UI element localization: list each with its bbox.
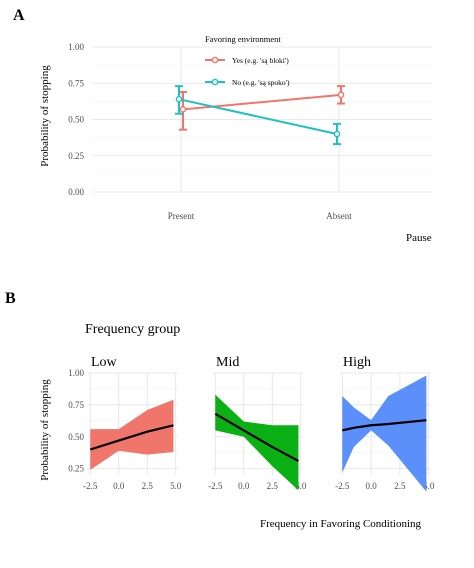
facet-title: Low — [91, 355, 118, 370]
panel-b-x-axis-title: Frequency in Favoring Conditioning — [260, 518, 422, 530]
legend-entry: No (e.g. 'są spoko') — [232, 78, 290, 87]
x-tick-label: 2.5 — [394, 481, 406, 491]
x-tick-label: 0.0 — [365, 481, 377, 491]
facet-mid: Mid -2.5 0.0 2.5 5.0 — [208, 355, 307, 491]
x-tick-label: 0.0 — [113, 481, 125, 491]
panel-b-facets: Low 0.25 0.50 0.75 1.00 -2.5 0.0 2.5 5.0 Mid -2.5 0… — [68, 355, 435, 492]
x-tick-label: 5.0 — [170, 481, 182, 491]
data-point — [179, 106, 187, 113]
x-tick-label: 5.0 — [295, 481, 307, 491]
panel-a-label: A — [13, 7, 25, 24]
series-line — [178, 98, 338, 135]
panel-b-label: B — [5, 290, 16, 307]
x-tick-label: -2.5 — [83, 481, 98, 491]
x-tick-label: -2.5 — [208, 481, 223, 491]
legend-swatch-point — [211, 78, 219, 86]
series-line — [182, 93, 342, 111]
confidence-band — [90, 399, 174, 470]
y-tick-label: 0.75 — [68, 78, 84, 88]
x-tick-label: 5.0 — [423, 481, 435, 491]
y-tick-label: 0.25 — [68, 464, 84, 474]
facet-high: High -2.5 0.0 2.5 5.0 — [335, 355, 435, 492]
facet-title: High — [343, 355, 371, 370]
x-tick-label: -2.5 — [335, 481, 350, 491]
confidence-band — [342, 375, 427, 492]
y-tick-label: 0.75 — [68, 400, 84, 410]
y-tick-label: 1.00 — [68, 42, 84, 52]
facet-low: Low 0.25 0.50 0.75 1.00 -2.5 0.0 2.5 5.0 — [68, 355, 182, 491]
y-tick-label: 0.00 — [68, 187, 84, 197]
data-point — [337, 91, 345, 99]
legend-title: Favoring environment — [205, 34, 281, 44]
panel-a-y-axis-title: Probability of stopping — [39, 65, 51, 167]
panel-a-plot-area: 0.00 0.25 0.50 0.75 1.00 Present Absent — [68, 42, 432, 221]
fit-line — [342, 419, 427, 432]
fit-line — [89, 424, 174, 451]
x-tick-label: 2.5 — [142, 481, 154, 491]
y-tick-label: 0.25 — [68, 151, 84, 161]
panel-b-y-axis-title: Probability of stopping — [39, 379, 51, 481]
y-tick-label: 0.50 — [68, 432, 84, 442]
legend-swatch-point — [211, 56, 219, 64]
x-tick-label: Present — [168, 211, 195, 221]
x-tick-label: 2.5 — [267, 481, 279, 491]
y-tick-label: 0.50 — [68, 115, 84, 125]
x-tick-label: 0.0 — [238, 481, 250, 491]
panel-a-series — [175, 85, 345, 146]
legend: Yes (e.g. 'są bloki') No (e.g. 'są spoko'… — [205, 56, 290, 87]
facet-title: Mid — [216, 355, 239, 370]
frequency-group-title: Frequency group — [85, 322, 180, 337]
panel-a-x-axis-title: Pause — [406, 232, 432, 244]
data-point — [175, 95, 183, 103]
x-tick-label: Absent — [326, 211, 352, 221]
confidence-band — [215, 394, 299, 491]
data-point — [333, 130, 341, 138]
y-tick-label: 1.00 — [68, 368, 84, 378]
legend-entry: Yes (e.g. 'są bloki') — [232, 56, 289, 65]
fit-line — [214, 412, 299, 462]
